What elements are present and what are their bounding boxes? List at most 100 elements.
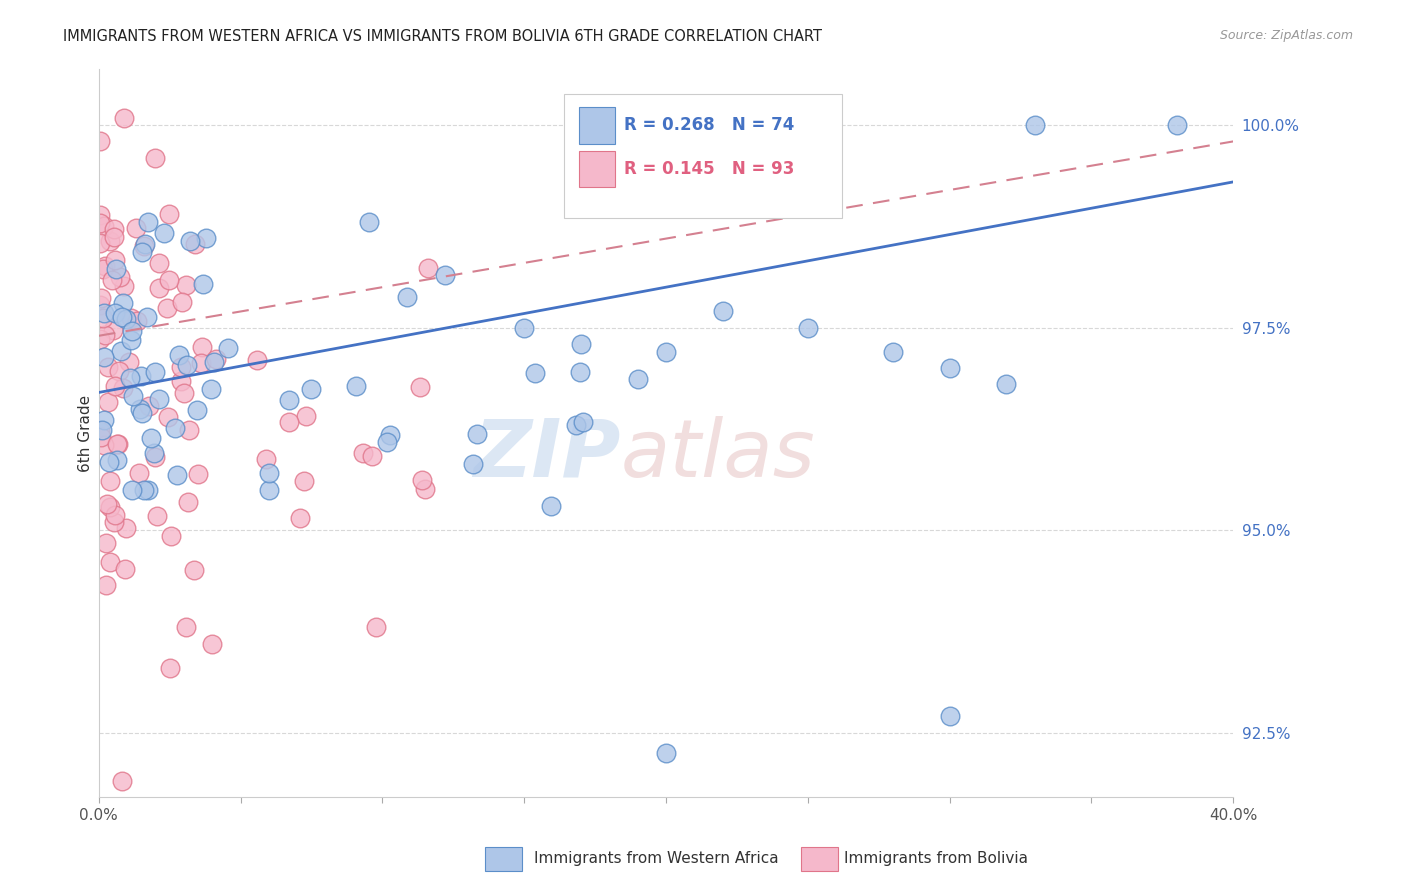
Point [513, 320, 536, 334]
Point [101, 273, 124, 287]
Text: IMMIGRANTS FROM WESTERN AFRICA VS IMMIGRANTS FROM BOLIVIA 6TH GRADE CORRELATION : IMMIGRANTS FROM WESTERN AFRICA VS IMMIGR… [63, 29, 823, 44]
Point [94, 328, 117, 343]
Point [89, 235, 111, 250]
Point [157, 207, 180, 221]
Point [177, 495, 200, 509]
Text: Immigrants from Western Africa: Immigrants from Western Africa [534, 851, 779, 865]
Text: R = 0.145   N = 93: R = 0.145 N = 93 [624, 160, 794, 178]
Text: R = 0.268   N = 74: R = 0.268 N = 74 [624, 116, 794, 135]
Point [89, 208, 111, 222]
Point [187, 467, 209, 481]
Point [103, 515, 125, 529]
Point [254, 451, 277, 466]
Point [572, 415, 595, 429]
Point [170, 359, 193, 374]
Point [103, 253, 125, 268]
Point [89, 332, 111, 346]
Point [101, 323, 124, 337]
Point [295, 409, 318, 423]
Point [148, 392, 170, 406]
Point [93, 306, 115, 320]
Point [205, 351, 228, 366]
Point [1024, 118, 1046, 132]
Point [89, 424, 111, 438]
Point [465, 426, 488, 441]
Point [200, 382, 222, 396]
Point [159, 528, 181, 542]
Point [569, 336, 592, 351]
Point [107, 437, 129, 451]
Point [166, 468, 188, 483]
Point [202, 355, 225, 369]
Point [132, 483, 155, 497]
Point [190, 356, 212, 370]
Point [120, 333, 142, 347]
Point [93, 437, 115, 451]
Point [148, 281, 170, 295]
Point [524, 366, 547, 380]
Point [157, 273, 180, 287]
Point [98, 234, 121, 248]
Point [118, 370, 141, 384]
Point [352, 446, 374, 460]
Point [277, 415, 299, 429]
Point [131, 369, 153, 384]
Point [94, 259, 117, 273]
Point [411, 473, 433, 487]
Point [655, 345, 678, 359]
Point [111, 295, 134, 310]
Point [89, 298, 111, 312]
Point [174, 620, 197, 634]
Point [186, 402, 208, 417]
Point [91, 310, 114, 325]
Point [179, 234, 201, 248]
Point [114, 312, 136, 326]
Point [170, 374, 193, 388]
Point [104, 306, 127, 320]
Point [110, 343, 132, 358]
Point [105, 436, 128, 450]
Point [1166, 118, 1188, 132]
Point [179, 423, 201, 437]
Point [141, 431, 163, 445]
Point [108, 364, 131, 378]
Point [246, 353, 269, 368]
Point [142, 446, 165, 460]
Point [183, 563, 205, 577]
Point [112, 111, 135, 125]
FancyBboxPatch shape [579, 151, 614, 187]
Point [94, 577, 117, 591]
Point [89, 134, 111, 148]
Point [121, 324, 143, 338]
Point [128, 467, 150, 481]
Point [105, 452, 128, 467]
Point [361, 449, 384, 463]
Point [540, 499, 562, 513]
Point [125, 221, 148, 235]
Point [103, 222, 125, 236]
Point [111, 310, 134, 325]
Point [169, 348, 191, 362]
Point [121, 389, 143, 403]
Point [143, 151, 166, 165]
Point [121, 483, 143, 497]
Point [97, 455, 120, 469]
Point [90, 430, 112, 444]
Point [128, 402, 150, 417]
Point [136, 483, 159, 497]
Point [184, 236, 207, 251]
Point [156, 301, 179, 316]
Point [103, 230, 125, 244]
Point [408, 380, 430, 394]
Point [97, 395, 120, 409]
Point [110, 774, 132, 789]
Point [135, 310, 157, 325]
Point [93, 413, 115, 427]
Point [217, 341, 239, 355]
Point [143, 365, 166, 379]
Point [96, 497, 118, 511]
Point [159, 661, 181, 675]
Point [89, 216, 111, 230]
Point [93, 219, 115, 233]
Point [463, 457, 485, 471]
